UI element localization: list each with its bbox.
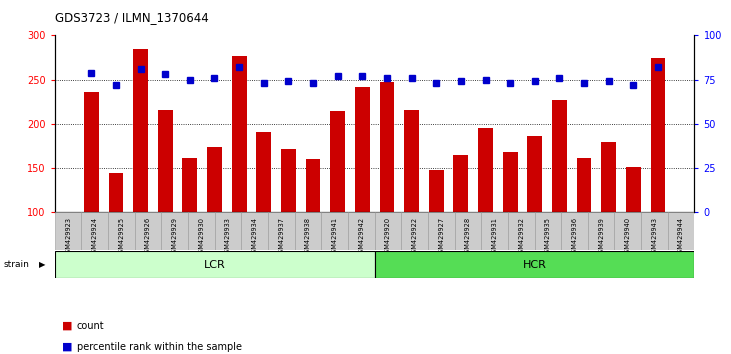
Bar — [588, 212, 615, 250]
Text: GSM429941: GSM429941 — [332, 217, 338, 257]
Text: GSM429923: GSM429923 — [65, 217, 71, 257]
Bar — [428, 212, 455, 250]
Text: HCR: HCR — [523, 259, 547, 270]
Bar — [651, 57, 665, 212]
Bar — [615, 212, 641, 250]
Text: GSM429926: GSM429926 — [145, 217, 151, 257]
Bar — [135, 212, 162, 250]
Bar — [626, 167, 641, 212]
Bar — [478, 128, 493, 212]
Bar — [257, 132, 271, 212]
Text: GSM429938: GSM429938 — [305, 217, 311, 257]
Text: ▶: ▶ — [39, 260, 45, 269]
Bar — [401, 212, 428, 250]
Text: GSM429929: GSM429929 — [172, 217, 178, 257]
Text: GSM429943: GSM429943 — [651, 217, 657, 257]
Bar — [379, 82, 394, 212]
Text: GSM429936: GSM429936 — [572, 217, 577, 257]
Text: GSM429934: GSM429934 — [251, 217, 258, 257]
Bar — [108, 212, 135, 250]
Bar — [162, 212, 188, 250]
Text: GDS3723 / ILMN_1370644: GDS3723 / ILMN_1370644 — [55, 11, 208, 24]
Text: GSM429922: GSM429922 — [412, 217, 417, 257]
Text: GSM429932: GSM429932 — [518, 217, 524, 257]
Bar — [534, 212, 561, 250]
Bar — [641, 212, 668, 250]
Text: percentile rank within the sample: percentile rank within the sample — [77, 342, 242, 352]
Bar — [374, 251, 694, 278]
Bar — [481, 212, 508, 250]
Bar — [295, 212, 322, 250]
Text: GSM429930: GSM429930 — [198, 217, 205, 257]
Text: GSM429933: GSM429933 — [225, 217, 231, 257]
Bar — [404, 110, 419, 212]
Text: LCR: LCR — [204, 259, 226, 270]
Bar — [453, 155, 469, 212]
Bar — [577, 159, 591, 212]
Bar — [241, 212, 268, 250]
Bar — [348, 212, 374, 250]
Text: GSM429925: GSM429925 — [118, 217, 124, 257]
Bar — [158, 110, 173, 212]
Bar — [188, 212, 215, 250]
Bar — [455, 212, 481, 250]
Text: GSM429928: GSM429928 — [465, 217, 471, 257]
Bar — [527, 136, 542, 212]
Bar — [561, 212, 588, 250]
Bar — [503, 152, 518, 212]
Text: strain: strain — [4, 260, 29, 269]
Text: GSM429937: GSM429937 — [279, 217, 284, 257]
Text: GSM429944: GSM429944 — [678, 217, 684, 257]
Bar — [355, 87, 370, 212]
Text: GSM429927: GSM429927 — [439, 217, 444, 257]
Text: ■: ■ — [62, 321, 72, 331]
Bar — [81, 212, 108, 250]
Text: GSM429942: GSM429942 — [358, 217, 364, 257]
Bar — [55, 251, 374, 278]
Bar — [207, 147, 222, 212]
Text: GSM429924: GSM429924 — [92, 217, 98, 257]
Text: count: count — [77, 321, 105, 331]
Bar — [183, 159, 197, 212]
Bar — [232, 56, 246, 212]
Text: GSM429935: GSM429935 — [545, 217, 551, 257]
Bar — [281, 149, 296, 212]
Text: GSM429940: GSM429940 — [625, 217, 631, 257]
Text: GSM429939: GSM429939 — [598, 217, 604, 257]
Bar — [215, 212, 241, 250]
Bar — [552, 100, 567, 212]
Bar — [322, 212, 348, 250]
Bar — [330, 110, 345, 212]
Bar — [55, 212, 81, 250]
Text: GSM429931: GSM429931 — [491, 217, 498, 257]
Bar — [668, 212, 694, 250]
Bar — [268, 212, 295, 250]
Bar — [306, 159, 320, 212]
Text: ■: ■ — [62, 342, 72, 352]
Bar — [133, 48, 148, 212]
Bar — [108, 172, 124, 212]
Bar — [508, 212, 534, 250]
Bar — [84, 92, 99, 212]
Bar — [374, 212, 401, 250]
Bar — [602, 142, 616, 212]
Bar — [429, 170, 444, 212]
Text: GSM429920: GSM429920 — [385, 217, 391, 257]
